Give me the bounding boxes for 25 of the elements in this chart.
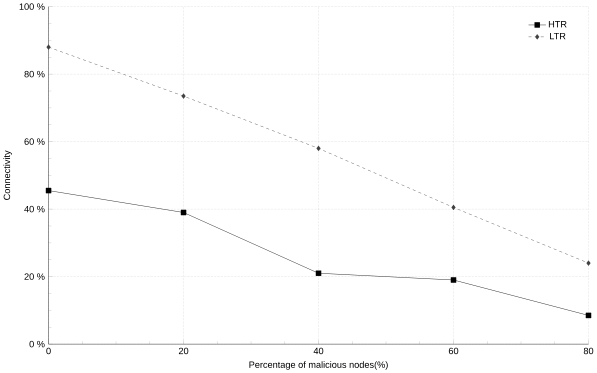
y-axis-title: Connectivity	[3, 150, 12, 200]
x-tick-label: 40	[314, 348, 324, 354]
point	[46, 188, 52, 194]
point	[451, 204, 456, 210]
point	[450, 277, 456, 283]
point	[46, 44, 51, 50]
point	[316, 146, 321, 152]
point	[586, 260, 591, 266]
point	[316, 270, 322, 276]
y-tick-label: 40 %	[24, 206, 45, 212]
y-tick-label: 0 %	[30, 340, 45, 348]
x-tick-label: 60	[448, 348, 458, 354]
legend-label: HTR	[548, 20, 567, 28]
y-tick-label: 20 %	[24, 273, 45, 280]
x-tick-label: 20	[178, 348, 188, 354]
y-tick-label: 100 %	[20, 3, 45, 10]
y-tick-label: 80 %	[24, 70, 45, 78]
point	[181, 93, 186, 99]
x-axis-title: Percentage of malicious nodes(%)	[249, 361, 388, 370]
y-tick-label: 60 %	[24, 138, 45, 145]
legend-label: LTR	[550, 32, 566, 40]
x-tick-label: 0	[46, 348, 51, 354]
point	[586, 312, 592, 318]
point	[180, 210, 186, 216]
x-tick-label: 80	[584, 348, 594, 354]
